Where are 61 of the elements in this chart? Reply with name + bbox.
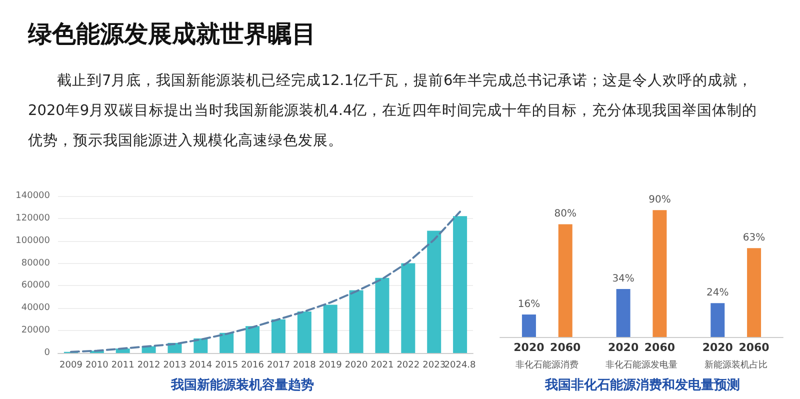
text: 我国新能源装机容量趋势 bbox=[170, 377, 314, 393]
x-tick-label: 新能源装机占比 bbox=[704, 360, 768, 370]
x-tick-label: 2010 bbox=[85, 360, 109, 370]
x-tick-label: 2016 bbox=[241, 360, 264, 370]
x-tick-label: 2022 bbox=[396, 360, 420, 370]
x-tick-label: 2012 bbox=[137, 360, 160, 370]
data-label: 16% bbox=[518, 298, 540, 310]
bar bbox=[271, 319, 286, 353]
text: 2060 bbox=[644, 341, 676, 354]
bar bbox=[220, 332, 234, 353]
series-label: 2060 bbox=[550, 341, 582, 354]
text: 我国非化石能源消费和发电量预测 bbox=[544, 377, 740, 393]
bar bbox=[710, 303, 725, 337]
x-tick-label: 2011 bbox=[111, 360, 134, 370]
x-tick-label: 2021 bbox=[370, 360, 394, 370]
x-tick-label: 2018 bbox=[292, 360, 316, 370]
x-tick-label: 2020 bbox=[344, 360, 368, 370]
text: 绿色能源发展成就世界瞩目 bbox=[28, 19, 316, 50]
bar bbox=[323, 304, 338, 353]
text: 截止到7月底，我国新能源装机已经完成12.1亿千瓦，提前6年半完成总书记承诺；这是令人欢呼的成就，2020年9月双碳目标提出当时我国新能源装机4.4亿，在近四年时间完成十年的目标，充分体现我国举国体制的优势，预示我国能源进入规模化高速绿色发展。 bbox=[28, 72, 758, 151]
bar bbox=[453, 216, 468, 353]
y-tick-label: 80000 bbox=[21, 258, 50, 268]
bar bbox=[375, 278, 390, 353]
y-tick-label: 100000 bbox=[16, 236, 50, 246]
bar bbox=[427, 230, 442, 353]
x-tick-label: 2017 bbox=[267, 360, 290, 370]
y-tick-label: 140000 bbox=[16, 191, 50, 201]
bar bbox=[747, 248, 762, 337]
x-tick-label: 非化石能源发电量 bbox=[606, 360, 678, 370]
y-tick-label: 120000 bbox=[16, 213, 50, 224]
data-label: 34% bbox=[612, 274, 634, 285]
data-label: 80% bbox=[554, 208, 576, 220]
bar bbox=[194, 338, 208, 353]
x-tick-label: 2019 bbox=[318, 360, 342, 370]
text: 2060 bbox=[738, 341, 770, 354]
category-label: 2020 bbox=[608, 341, 639, 354]
bar bbox=[522, 314, 536, 337]
bar bbox=[558, 224, 572, 337]
x-tick-label: 2024.8 bbox=[444, 360, 476, 370]
y-tick-label: 60000 bbox=[21, 280, 50, 291]
bar bbox=[246, 326, 260, 353]
data-label: 63% bbox=[742, 232, 766, 244]
line-series bbox=[70, 210, 462, 353]
y-tick-label: 20000 bbox=[21, 326, 50, 336]
bar bbox=[652, 210, 667, 337]
y-tick-label: 40000 bbox=[21, 303, 50, 314]
data-label: 90% bbox=[648, 194, 671, 206]
x-tick-label: 非化石能源消费 bbox=[516, 360, 579, 370]
bar bbox=[401, 263, 416, 353]
series-label: 2020 bbox=[514, 341, 545, 354]
x-tick-label: 2023 bbox=[422, 360, 446, 370]
bar bbox=[297, 312, 312, 353]
x-tick-label: 2015 bbox=[215, 360, 238, 370]
x-tick-label: 2009 bbox=[60, 360, 83, 370]
bar bbox=[349, 290, 364, 353]
bar bbox=[616, 289, 630, 337]
x-tick-label: 2013 bbox=[163, 360, 186, 370]
x-tick-label: 2014 bbox=[189, 360, 212, 370]
category-label: 2020 bbox=[702, 341, 733, 354]
y-tick-label: 0 bbox=[44, 348, 50, 358]
data-label: 24% bbox=[706, 288, 729, 299]
